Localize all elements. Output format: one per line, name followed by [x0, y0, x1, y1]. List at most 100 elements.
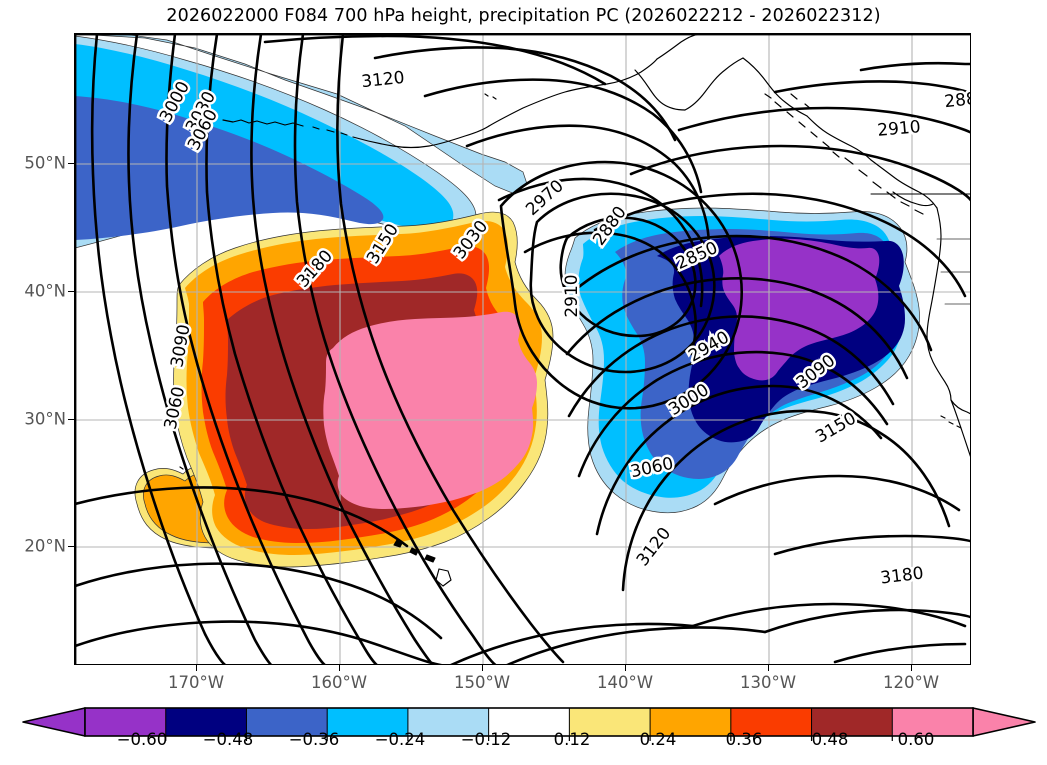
colorbar[interactable]: −0.60 −0.48 −0.36 −0.24 −0.12 0.12 0.24 … [0, 700, 1047, 765]
contour-2880-closed [529, 192, 716, 374]
x-tick-mark-2 [481, 665, 483, 671]
page-title: 2026022000 F084 700 hPa height, precipit… [166, 6, 881, 26]
cb-tick-label-7: 0.36 [725, 730, 763, 749]
contour-tail-a [763, 608, 970, 634]
cb-tick-label-4: −0.12 [460, 730, 512, 749]
colorbar-band-2[interactable] [246, 708, 328, 736]
cb-tick-label-9: 0.60 [897, 730, 935, 749]
contour-2850-closed [559, 216, 697, 338]
coast-small-islands-nw [179, 93, 497, 470]
coast-aleutian-dots [312, 126, 348, 136]
y-tick-label-3: 20°N [24, 536, 66, 556]
coast-socal [950, 399, 970, 415]
coast-hawaii-oahu [409, 547, 419, 556]
coast-hawaii-maui [424, 554, 436, 563]
contour-3150 [293, 34, 497, 664]
contour-2910-right [773, 80, 970, 95]
x-tick-label-4: 130°W [739, 673, 797, 692]
cb-tick-label-0: −0.60 [116, 730, 168, 749]
colorbar-band-3[interactable] [327, 708, 409, 736]
x-tick-mark-5 [910, 665, 912, 671]
cb-tick-label-1: −0.48 [202, 730, 254, 749]
x-tick-label-3: 140°W [596, 673, 654, 692]
x-tick-label-0: 170°W [167, 673, 225, 692]
colorbar-bands [22, 707, 1036, 737]
contour-3180-right [621, 409, 951, 592]
contour-3180-east-label-line [773, 534, 970, 556]
colorbar-band-9[interactable] [811, 708, 893, 736]
shade-band-neg060-core [719, 238, 880, 381]
colorbar-band-10[interactable] [892, 708, 974, 736]
coast-washington-oregon [930, 207, 942, 307]
contour-3120 [250, 34, 435, 664]
coast-hawaii-bigisland [435, 568, 452, 587]
contour-low-c [75, 620, 443, 664]
contour-3030 [127, 34, 273, 664]
colorbar-band-6[interactable] [569, 708, 651, 736]
coast-cook-inlet [684, 57, 744, 111]
contour-3000-right [593, 192, 967, 298]
colorbar-band-0[interactable] [85, 708, 167, 736]
colorbar-band-8[interactable] [730, 708, 812, 736]
colorbar-band-5[interactable] [488, 708, 570, 736]
contour-ridge-d [497, 177, 704, 308]
coast-panhandle-islands [764, 93, 840, 158]
contour-label-2910-12: 2910 [562, 274, 582, 317]
coast-aleutians [222, 119, 304, 127]
coast-vancouver-island [892, 191, 934, 207]
contour-2910-closed [499, 160, 743, 410]
contour-3120-right [577, 350, 889, 478]
coastlines [179, 34, 970, 587]
coast-state-lines-west [936, 238, 970, 305]
shade-band-pos060-core [323, 311, 537, 509]
coast-bc-coast [870, 159, 938, 209]
contour-3060 [165, 34, 326, 664]
coast-channel-islands [940, 415, 962, 429]
y-tick-label-0: 50°N [24, 153, 66, 173]
contour-cal-a [713, 474, 961, 512]
shading-northwest-negative [75, 34, 528, 249]
x-tick-label-1: 160°W [310, 673, 368, 692]
coast-panhandle-b [806, 115, 872, 161]
contour-3090 [205, 34, 378, 664]
x-tick-mark-0 [195, 665, 197, 671]
contour-3000 [90, 34, 227, 664]
shading-western-us-negative [564, 207, 920, 514]
cb-tick-label-3: −0.24 [374, 730, 426, 749]
coast-bc-islands [844, 157, 924, 215]
contour-2970-right [629, 144, 970, 202]
colorbar-band-1[interactable] [165, 708, 247, 736]
contour-label-2880-4: 2880 [943, 88, 971, 112]
coast-baja-west [950, 399, 970, 457]
x-tick-mark-1 [338, 665, 340, 671]
y-tick-label-1: 40°N [24, 281, 66, 301]
coast-alaska-mainland [656, 34, 700, 60]
contour-3120-top [263, 34, 607, 86]
contour-label-3180-21: 3180 [879, 563, 924, 588]
contour-3180-bottom [691, 602, 967, 628]
coast-alaska-south [488, 58, 658, 127]
contour-3030-right [573, 234, 933, 352]
contour-low-b [75, 562, 443, 640]
map-plot-area[interactable]: 3000 3030 3060 3120 2880 2910 3180 3150 3030 2970… [74, 33, 971, 665]
plot-border [75, 34, 970, 664]
contour-3060-right [565, 276, 909, 380]
contour-3090-right [567, 315, 895, 418]
coast-california [926, 305, 952, 401]
contour-low-a [75, 486, 409, 548]
coast-sw-alaska-inlet [634, 69, 686, 111]
contour-tail-b [833, 642, 967, 664]
contour-low-right-a [450, 622, 695, 664]
colorbar-ticks [165, 736, 893, 741]
shade-band-neg012 [75, 34, 528, 195]
contour-3150-right [595, 384, 883, 536]
x-tick-mark-3 [624, 665, 626, 671]
colorbar-outline [84, 707, 974, 737]
contour-2880-right [859, 61, 970, 72]
colorbar-band-4[interactable] [407, 708, 490, 736]
contour-ridge-a [373, 46, 677, 142]
cb-tick-label-2: −0.36 [288, 730, 340, 749]
filled-contour-layer [75, 34, 920, 568]
colorbar-band-7[interactable] [650, 708, 732, 736]
